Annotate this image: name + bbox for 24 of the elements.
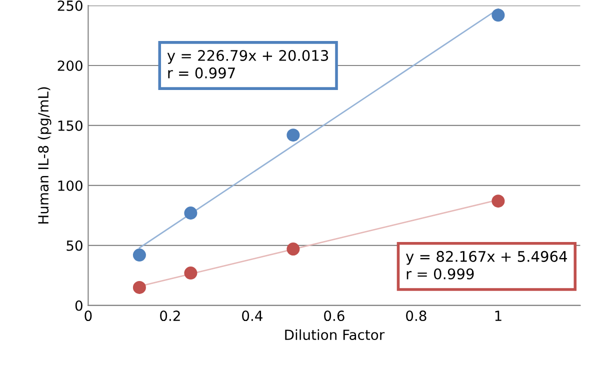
x-tick-label: 0 [84,310,92,322]
x-tick-label: 0.8 [406,310,426,322]
point [184,206,198,220]
point [184,266,198,280]
point [492,194,505,208]
y-axis-title: Human IL-8 (pg/mL) [38,87,52,224]
x-tick-label: 0.2 [160,310,180,322]
point [286,242,300,256]
x-tick-label: 1 [495,310,502,321]
annotation: y = 226.79x + 20.013 r = 0.997 [167,50,328,78]
x-tick-label: 0.6 [324,310,344,322]
x-tick-label: 0.4 [242,310,262,322]
y-tick-label: 250 [58,0,82,11]
y-tick-label: 150 [58,120,82,131]
y-tick-label: 200 [58,60,82,71]
point [286,128,300,142]
point [132,280,146,294]
point [492,8,505,22]
x-axis-title: Dilution Factor [285,329,385,340]
y-tick-label: 50 [66,240,82,251]
point [132,248,146,262]
y-tick-label: 100 [58,180,82,191]
annotation: y = 82.167x + 5.4964 r = 0.999 [406,250,568,280]
y-tick-label: 0 [75,300,82,311]
